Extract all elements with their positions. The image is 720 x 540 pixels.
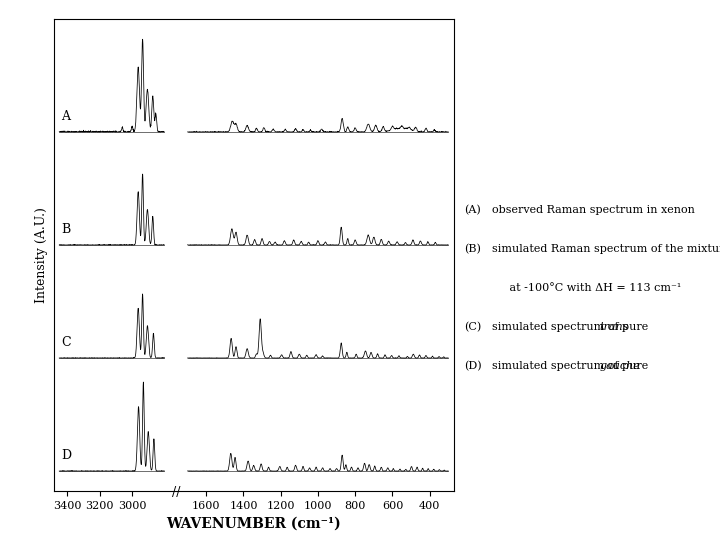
Text: //: //	[172, 486, 180, 499]
X-axis label: WAVENUMBER (cm⁻¹): WAVENUMBER (cm⁻¹)	[166, 517, 341, 531]
Text: simulated spectrum of pure: simulated spectrum of pure	[485, 322, 652, 332]
Text: simulated Raman spectrum of the mixture: simulated Raman spectrum of the mixture	[485, 244, 720, 254]
Y-axis label: Intensity (A.U.): Intensity (A.U.)	[35, 207, 48, 303]
Text: (C): (C)	[464, 322, 482, 332]
Text: C: C	[61, 336, 71, 349]
Text: observed Raman spectrum in xenon: observed Raman spectrum in xenon	[485, 205, 694, 215]
Text: (D): (D)	[464, 361, 482, 371]
Text: (A): (A)	[464, 205, 481, 215]
Text: trans: trans	[599, 322, 629, 332]
Text: D: D	[61, 449, 71, 462]
Text: gauche: gauche	[599, 361, 640, 371]
Text: A: A	[61, 110, 71, 123]
Text: simulated spectrum of pure: simulated spectrum of pure	[485, 361, 652, 371]
Text: at -100°C with ΔH = 113 cm⁻¹: at -100°C with ΔH = 113 cm⁻¹	[485, 283, 681, 293]
Text: (B): (B)	[464, 244, 481, 254]
Text: B: B	[61, 223, 71, 236]
